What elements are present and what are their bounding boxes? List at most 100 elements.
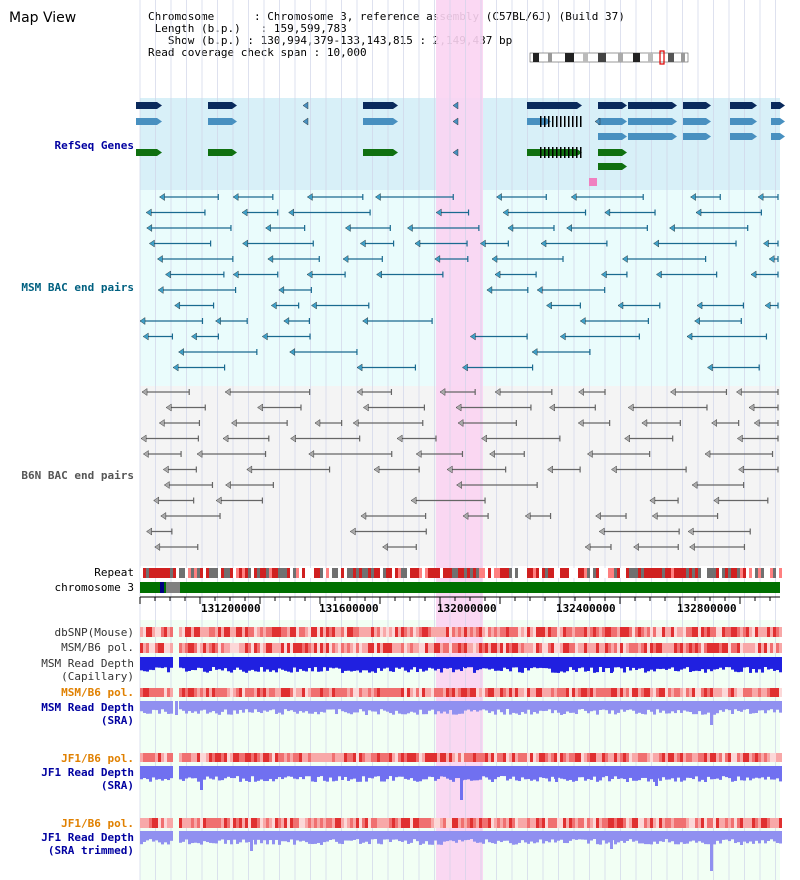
polymorphism-segment	[356, 818, 359, 828]
depth-bar	[425, 657, 428, 671]
polymorphism-segment	[617, 753, 620, 762]
polymorphism-segment	[167, 818, 170, 828]
gene-arrow	[232, 149, 237, 156]
exon-mark	[576, 116, 578, 127]
repeat-segment	[263, 568, 266, 578]
polymorphism-segment	[701, 753, 704, 762]
depth-spike	[610, 831, 613, 849]
depth-bar	[596, 766, 599, 782]
repeat-segment	[152, 568, 155, 578]
depth-bar	[239, 831, 242, 843]
depth-bar	[761, 657, 764, 673]
polymorphism-segment	[284, 643, 287, 653]
depth-bar	[455, 657, 458, 670]
depth-bar	[572, 766, 575, 782]
polymorphism-segment	[506, 627, 509, 637]
gene-arrow	[622, 133, 627, 140]
polymorphism-segment	[389, 753, 392, 762]
polymorphism-segment	[149, 753, 152, 762]
polymorphism-segment	[710, 627, 713, 637]
depth-bar	[404, 657, 407, 671]
polymorphism-segment	[527, 753, 530, 762]
depth-bar	[218, 831, 221, 841]
depth-bar	[779, 831, 782, 844]
polymorphism-segment	[563, 643, 566, 653]
polymorphism-segment	[749, 627, 752, 637]
msm-end-marker	[669, 224, 675, 232]
depth-bar	[605, 766, 608, 777]
polymorphism-segment	[365, 818, 368, 828]
track-label-refseq-genes[interactable]: RefSeq Genes	[54, 139, 134, 152]
depth-bar	[734, 657, 737, 672]
polymorphism-segment	[458, 643, 461, 653]
depth-bar	[647, 831, 650, 845]
gene-arrow	[672, 102, 677, 109]
repeat-segment	[548, 568, 551, 578]
repeat-segment	[392, 568, 395, 578]
depth-bar	[575, 657, 578, 672]
polymorphism-segment	[371, 643, 374, 653]
depth-bar	[749, 766, 752, 781]
polymorphism-segment	[371, 627, 374, 637]
depth-bar	[653, 831, 656, 842]
polymorphism-segment	[758, 753, 761, 762]
depth-bar	[158, 831, 161, 843]
depth-bar	[653, 701, 656, 715]
gene-end-marker	[452, 117, 459, 126]
repeat-segment	[599, 568, 602, 578]
polymorphism-segment	[737, 818, 740, 828]
depth-bar	[272, 831, 275, 845]
polymorphism-segment	[152, 688, 155, 697]
polymorphism-segment	[146, 818, 149, 828]
depth-bar	[380, 766, 383, 782]
polymorphism-segment	[299, 643, 302, 653]
polymorphism-segment	[428, 753, 431, 762]
polymorphism-segment	[443, 627, 446, 637]
b6n-end-marker	[141, 388, 148, 396]
polymorphism-segment	[239, 818, 242, 828]
polymorphism-segment	[767, 818, 770, 828]
depth-bar	[542, 831, 545, 844]
repeat-segment	[260, 568, 263, 578]
polymorphism-segment	[725, 688, 728, 697]
polymorphism-segment	[437, 643, 440, 653]
depth-bar	[431, 831, 434, 845]
msm-end-marker	[178, 348, 184, 356]
track-label-b6n-bac[interactable]: B6N BAC end pairs	[21, 469, 134, 482]
depth-bar	[248, 657, 251, 671]
polymorphism-segment	[680, 753, 683, 762]
depth-bar	[221, 657, 224, 671]
polymorphism-segment	[452, 643, 455, 653]
polymorphism-segment	[728, 818, 731, 828]
polymorphism-segment	[515, 627, 518, 637]
depth-bar	[473, 766, 476, 781]
b6n-end-marker	[164, 481, 170, 489]
polymorphism-segment	[329, 688, 332, 697]
polymorphism-segment	[533, 627, 536, 637]
track-label-msm-bac[interactable]: MSM BAC end pairs	[21, 281, 134, 294]
b6n-end-marker	[736, 388, 742, 396]
polymorphism-segment	[185, 753, 188, 762]
depth-bar	[209, 831, 212, 843]
polymorphism-segment	[722, 818, 725, 828]
depth-bar	[491, 766, 494, 782]
polymorphism-segment	[191, 643, 194, 653]
polymorphism-segment	[374, 818, 377, 828]
depth-bar	[377, 831, 380, 844]
depth-bar	[755, 657, 758, 673]
depth-bar	[368, 831, 371, 845]
polymorphism-segment	[143, 627, 146, 637]
depth-bar	[380, 831, 383, 845]
polymorphism-segment	[698, 643, 701, 653]
depth-bar	[194, 657, 197, 671]
polymorphism-segment	[455, 643, 458, 653]
polymorphism-segment	[434, 688, 437, 697]
gene-block	[527, 118, 546, 125]
repeat-segment	[506, 568, 509, 578]
depth-bar	[308, 766, 311, 777]
depth-bar	[707, 657, 710, 670]
repeat-segment	[635, 568, 638, 578]
depth-bar	[506, 657, 509, 670]
polymorphism-segment	[698, 753, 701, 762]
